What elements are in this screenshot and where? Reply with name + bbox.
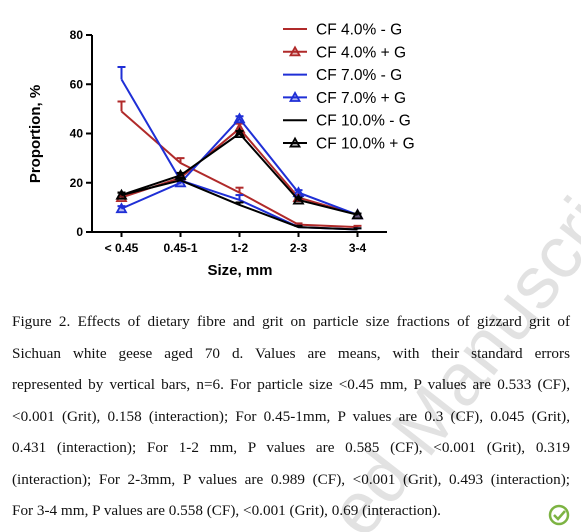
legend-label: CF 7.0% - G	[316, 67, 402, 84]
x-tick-label: 3-4	[349, 241, 367, 255]
x-tick-label: 2-3	[290, 241, 308, 255]
legend-label: CF 10.0% - G	[316, 113, 411, 130]
point	[174, 169, 187, 180]
x-axis-label: Size, mm	[207, 262, 272, 279]
caption-line: For 3-4 mm, P values are 0.558 (CF), <0.…	[12, 502, 441, 519]
icon	[548, 504, 570, 526]
legend-label: CF 7.0% + G	[316, 90, 406, 107]
caption-line: 0.431 (interaction); For 1-2 mm, P value…	[12, 439, 570, 456]
caption-line: <0.001 (Grit), 0.158 (interaction); For …	[12, 407, 570, 425]
y-tick-label: 60	[70, 77, 84, 91]
y-tick-label: 80	[70, 28, 84, 42]
legend-marker	[288, 45, 302, 57]
caption-line: Figure 2. Effects of dietary fibre and g…	[12, 313, 570, 330]
point	[233, 127, 246, 139]
y-axis-label: Proportion, %	[27, 85, 44, 183]
legend-label: CF 4.0% - G	[316, 22, 402, 39]
y-tick-label: 0	[76, 225, 83, 239]
y-tick-label: 20	[70, 176, 84, 190]
series-line	[121, 117, 358, 216]
legend-label: CF 10.0% + G	[316, 136, 415, 153]
series-line	[121, 132, 358, 216]
caption: Figure 2. Effects of dietary fibre and g…	[12, 306, 570, 527]
caption-line: Sichuan white geese aged 70 d. Values ar…	[12, 344, 570, 362]
point	[233, 112, 246, 124]
caption-line: represented by vertical bars, n=6. For p…	[12, 376, 570, 393]
point	[351, 208, 364, 220]
x-tick-label: < 0.45	[105, 241, 139, 255]
y-tick-label: 40	[70, 127, 84, 141]
point	[292, 193, 305, 205]
caption-line: (interaction); For 2-3mm, P values are 0…	[12, 470, 570, 488]
x-tick-label: 0.45-1	[163, 241, 197, 255]
series-line	[121, 179, 358, 231]
legend-marker	[288, 91, 302, 102]
legend-label: CF 4.0% + G	[316, 44, 406, 61]
point	[115, 188, 128, 200]
point	[115, 202, 128, 214]
x-tick-label: 1-2	[231, 241, 249, 255]
legend-marker	[288, 136, 302, 148]
chart: Proportion, % Size, mm 0 20 40 60 80 < 0.45 0.…	[27, 22, 415, 280]
